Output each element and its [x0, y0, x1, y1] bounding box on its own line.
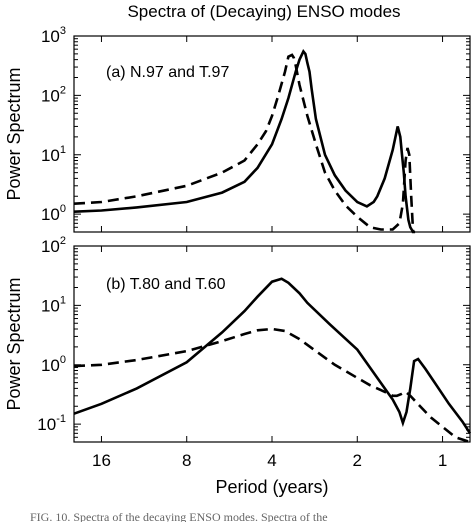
- panel-b: 10-1 100 101 102 16 8 4 2 1 (b) T.80 and T.60 P…: [4, 235, 472, 497]
- solid-series-line: [73, 277, 472, 435]
- series-group: [73, 48, 416, 234]
- x-tick-label: 16: [92, 451, 111, 470]
- dashed-series-line: [73, 327, 471, 444]
- y-tick-label: 101: [41, 294, 66, 315]
- panel-label: (b) T.80 and T.60: [106, 276, 226, 293]
- y-tick-label: 100: [41, 203, 66, 224]
- x-tick-labels: 16 8 4 2 1: [92, 451, 447, 470]
- panel-label: (a) N.97 and T.97: [106, 64, 229, 81]
- y-tick-labels: 10-1 100 101 102: [37, 235, 66, 434]
- y-axis-label: Power Spectrum: [4, 67, 24, 200]
- y-tick-labels: 100 101 102 103: [41, 25, 66, 224]
- y-tick-label: 100: [41, 354, 66, 375]
- y-tick-label: 10-1: [37, 413, 66, 434]
- y-tick-label: 101: [41, 144, 66, 165]
- axis-ticks: [74, 245, 470, 442]
- figure-title: Spectra of (Decaying) ENSO modes: [127, 2, 400, 21]
- y-tick-label: 102: [41, 84, 66, 105]
- x-tick-label: 4: [267, 451, 276, 470]
- y-tick-label: 102: [41, 235, 66, 256]
- axis-ticks: [74, 35, 470, 232]
- x-tick-label: 8: [182, 451, 191, 470]
- figure-caption: FIG. 10. Spectra of the decaying ENSO mo…: [30, 510, 328, 522]
- x-tick-label: 2: [353, 451, 362, 470]
- x-axis-label: Period (years): [215, 477, 328, 497]
- y-axis-label: Power Spectrum: [4, 277, 24, 410]
- series-group: [73, 277, 472, 444]
- y-tick-label: 103: [41, 25, 66, 46]
- panel-a: 100 101 102 103 (a) N.97 and T.97 Power Spe…: [4, 25, 471, 234]
- dashed-series-line: [73, 53, 416, 234]
- solid-series-line: [73, 48, 415, 233]
- x-tick-label: 1: [438, 451, 447, 470]
